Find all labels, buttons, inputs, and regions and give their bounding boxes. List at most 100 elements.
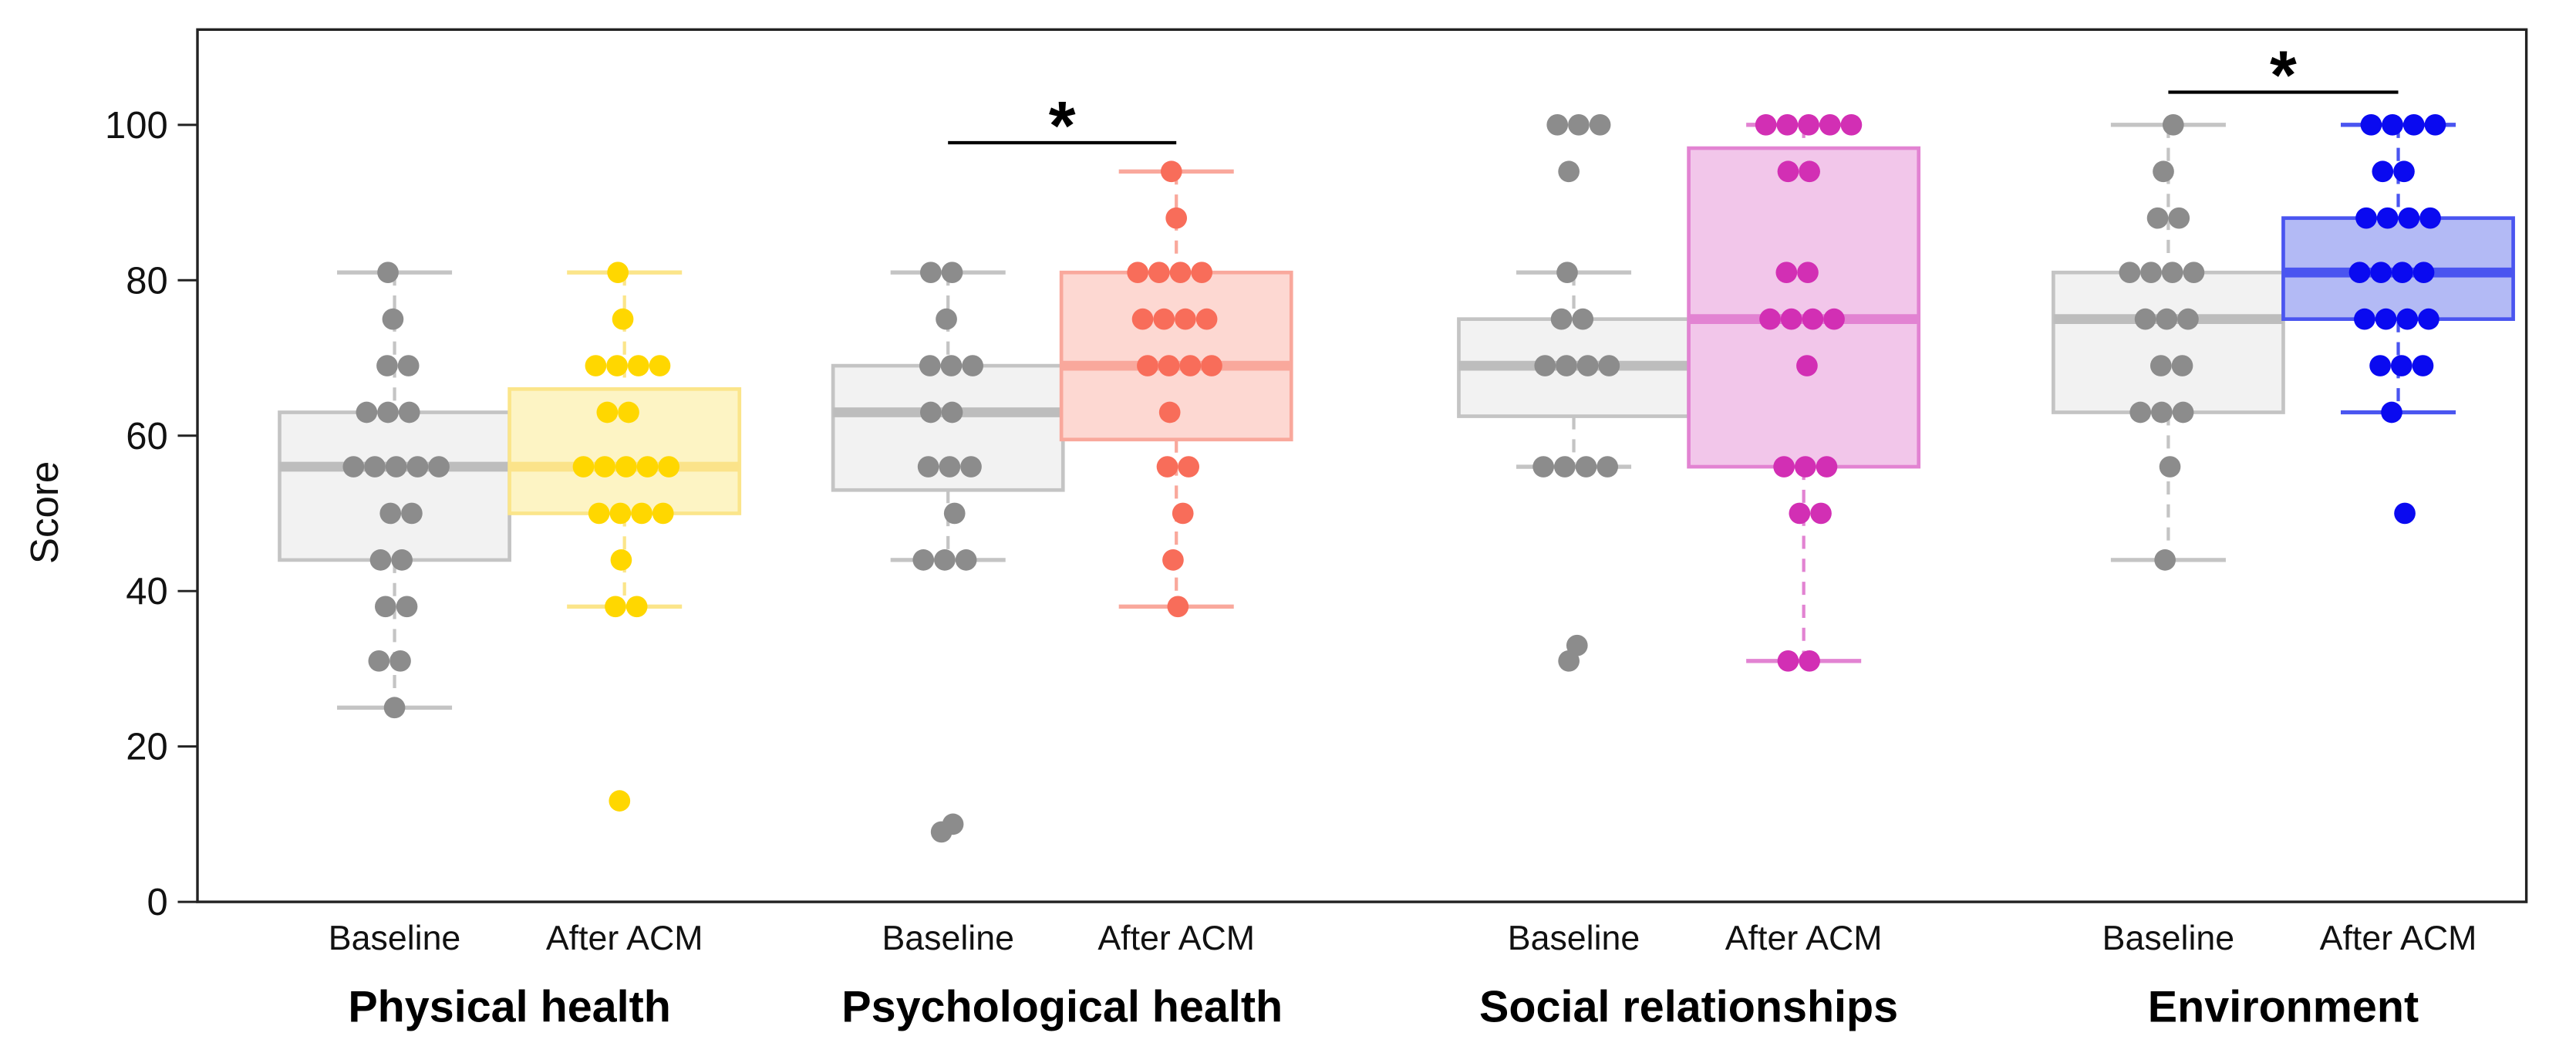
data-point [652, 502, 674, 525]
data-point [1576, 355, 1599, 376]
data-point [397, 355, 420, 376]
data-point [625, 596, 648, 618]
data-point [1840, 113, 1863, 136]
data-point [1179, 355, 1202, 376]
box [1687, 146, 1921, 469]
data-point [1777, 650, 1799, 672]
data-point [594, 456, 615, 478]
data-point [1131, 308, 1154, 330]
data-point [588, 502, 610, 525]
data-point [1158, 355, 1180, 376]
data-point [2183, 262, 2205, 284]
y-tick-label: 80 [126, 260, 167, 302]
data-point [382, 308, 404, 330]
data-point [1558, 160, 1580, 183]
data-point [1797, 262, 1819, 284]
data-point [1153, 308, 1175, 330]
data-point [2153, 160, 2174, 183]
data-point [1137, 355, 1158, 376]
significance-star: * [1049, 87, 1076, 164]
data-point [919, 401, 942, 424]
data-point [1799, 160, 1820, 183]
data-point [1556, 262, 1578, 284]
data-point [1201, 355, 1222, 376]
data-point [912, 549, 935, 571]
series-label: Baseline [882, 920, 1013, 957]
data-point [1598, 355, 1620, 376]
data-point [2376, 207, 2399, 229]
data-point [1167, 596, 1189, 618]
y-tick-label: 40 [126, 571, 167, 613]
data-point [609, 790, 631, 812]
data-point [1777, 160, 1799, 183]
data-point [1816, 456, 1838, 478]
y-tick-label: 100 [105, 105, 168, 147]
data-point [364, 456, 386, 478]
data-point [1546, 113, 1569, 136]
data-point [379, 502, 402, 525]
data-point [2396, 308, 2419, 330]
box [2051, 270, 2285, 414]
series-label: Baseline [329, 920, 460, 957]
data-point [356, 401, 378, 424]
data-point [936, 308, 957, 330]
significance-star: * [2270, 36, 2297, 113]
data-point [1810, 502, 1832, 525]
data-point [1572, 308, 1594, 330]
data-point [1773, 456, 1795, 478]
data-point [1759, 308, 1781, 330]
data-point [605, 596, 626, 618]
data-point [1550, 308, 1573, 330]
data-point [1162, 549, 1184, 571]
data-point [960, 456, 982, 478]
data-point [1755, 113, 1777, 136]
data-point [612, 308, 634, 330]
data-point [934, 549, 956, 571]
data-point [2375, 308, 2397, 330]
data-point [596, 401, 619, 424]
data-point [2168, 207, 2190, 229]
y-tick-label: 0 [147, 882, 167, 923]
data-point [1819, 113, 1841, 136]
data-point [930, 821, 953, 843]
data-point [606, 355, 628, 376]
data-point [1175, 308, 1196, 330]
data-point [941, 262, 963, 284]
y-axis-label: Score [22, 461, 66, 564]
data-point [917, 456, 939, 478]
data-point [2360, 113, 2382, 136]
data-point [2149, 355, 2172, 376]
data-point [383, 697, 406, 719]
data-point [2402, 113, 2425, 136]
data-point [631, 502, 652, 525]
data-point [609, 502, 632, 525]
data-point [1148, 262, 1170, 284]
plot-frame [196, 28, 2528, 903]
data-point [2348, 262, 2371, 284]
data-point [1178, 456, 1200, 478]
series-label: After ACM [1097, 920, 1255, 957]
data-point [2355, 207, 2377, 229]
data-point [1165, 207, 1188, 229]
data-point [1589, 113, 1611, 136]
data-point [1823, 308, 1845, 330]
data-point [1156, 456, 1178, 478]
data-point [2146, 207, 2169, 229]
data-point [2171, 355, 2193, 376]
data-point [1553, 456, 1576, 478]
data-point [2172, 401, 2194, 424]
data-point [1195, 308, 1218, 330]
data-point [2381, 401, 2402, 424]
data-point [385, 456, 407, 478]
data-point [2129, 401, 2152, 424]
data-point [2159, 456, 2181, 478]
data-point [2151, 401, 2173, 424]
data-point [962, 355, 983, 376]
data-point [396, 596, 418, 618]
data-point [2412, 262, 2435, 284]
data-point [939, 456, 961, 478]
data-point [1802, 308, 1824, 330]
data-point [2177, 308, 2199, 330]
data-point [919, 262, 942, 284]
data-point [1799, 650, 1820, 672]
